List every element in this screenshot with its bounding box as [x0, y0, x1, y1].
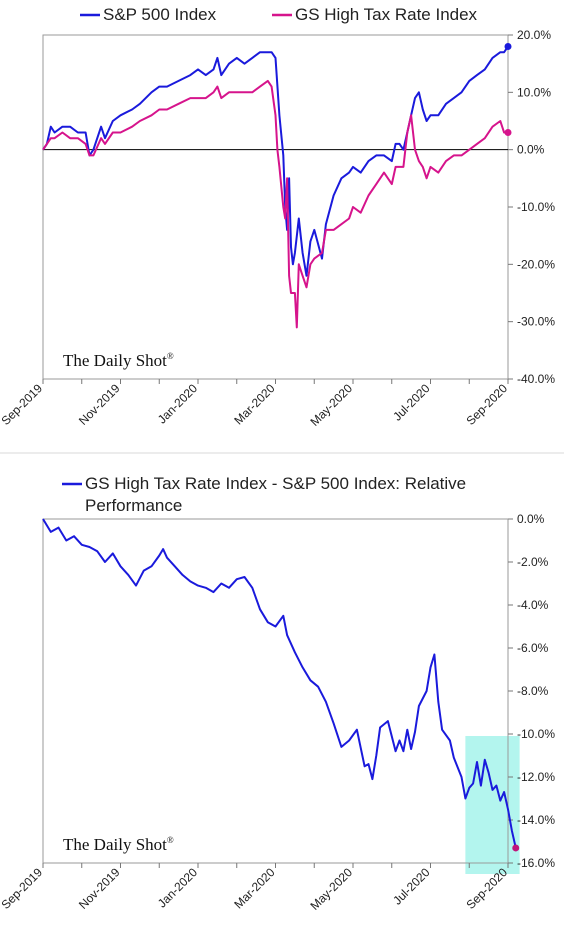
y-tick-label: -12.0% [517, 770, 555, 784]
x-tick-label: Sep-2020 [463, 381, 510, 428]
highlight-band [465, 736, 520, 874]
y-tick-label: -6.0% [517, 641, 549, 655]
x-tick-label: Mar-2020 [231, 381, 277, 427]
y-tick-label: -4.0% [517, 598, 549, 612]
y-tick-label: 0.0% [517, 512, 545, 526]
y-tick-label: -2.0% [517, 555, 549, 569]
x-tick-label: Sep-2019 [0, 381, 45, 428]
x-tick-label: Sep-2019 [0, 865, 45, 912]
x-tick-label: May-2020 [307, 865, 355, 913]
y-tick-label: -8.0% [517, 684, 549, 698]
bottom-chart: 0.0% -2.0% -4.0% -6.0% -8.0% -10.0% -12.0% -14.… [0, 474, 555, 913]
y-tick-label: -10.0% [517, 727, 555, 741]
y-tick-label: -40.0% [517, 372, 555, 386]
y-tick-label: -16.0% [517, 856, 555, 870]
x-tick-label: Nov-2019 [76, 865, 123, 912]
series-line [42, 518, 517, 849]
legend-entry: GS High Tax Rate Index - S&P 500 Index: … [85, 474, 466, 493]
x-tick-label: Nov-2019 [76, 381, 123, 428]
y-tick-label: 10.0% [517, 85, 551, 99]
x-tick-label: Mar-2020 [231, 865, 277, 911]
legend-entry: Performance [85, 496, 182, 515]
y-tick-label: -14.0% [517, 813, 555, 827]
series-line [42, 79, 508, 329]
series-line [42, 45, 509, 277]
y-tick-label: -30.0% [517, 315, 555, 329]
y-tick-label: -20.0% [517, 257, 555, 271]
watermark-mark: ® [167, 351, 174, 361]
x-tick-label: Jan-2020 [155, 865, 201, 911]
legend-entry: S&P 500 Index [103, 5, 217, 24]
watermark-mark: ® [167, 835, 174, 845]
plot-frame [42, 34, 509, 380]
y-tick-label: 0.0% [517, 143, 545, 157]
y-tick-label: 20.0% [517, 28, 551, 42]
x-tick-label: Jul-2020 [390, 865, 433, 908]
x-tick-label: Jan-2020 [155, 381, 201, 427]
top-chart: 20.0% 10.0% 0.0% -10.0% -20.0% -30.0% -40.0% Se… [0, 5, 555, 429]
series-end-point [504, 42, 512, 50]
series-end-point [512, 844, 520, 852]
y-tick-label: -10.0% [517, 200, 555, 214]
watermark: The Daily Shot® [63, 351, 174, 370]
watermark: The Daily Shot® [63, 835, 174, 854]
x-tick-label: May-2020 [307, 381, 355, 429]
legend-entry: GS High Tax Rate Index [295, 5, 478, 24]
series-end-point [504, 128, 512, 136]
x-tick-label: Jul-2020 [390, 381, 433, 424]
